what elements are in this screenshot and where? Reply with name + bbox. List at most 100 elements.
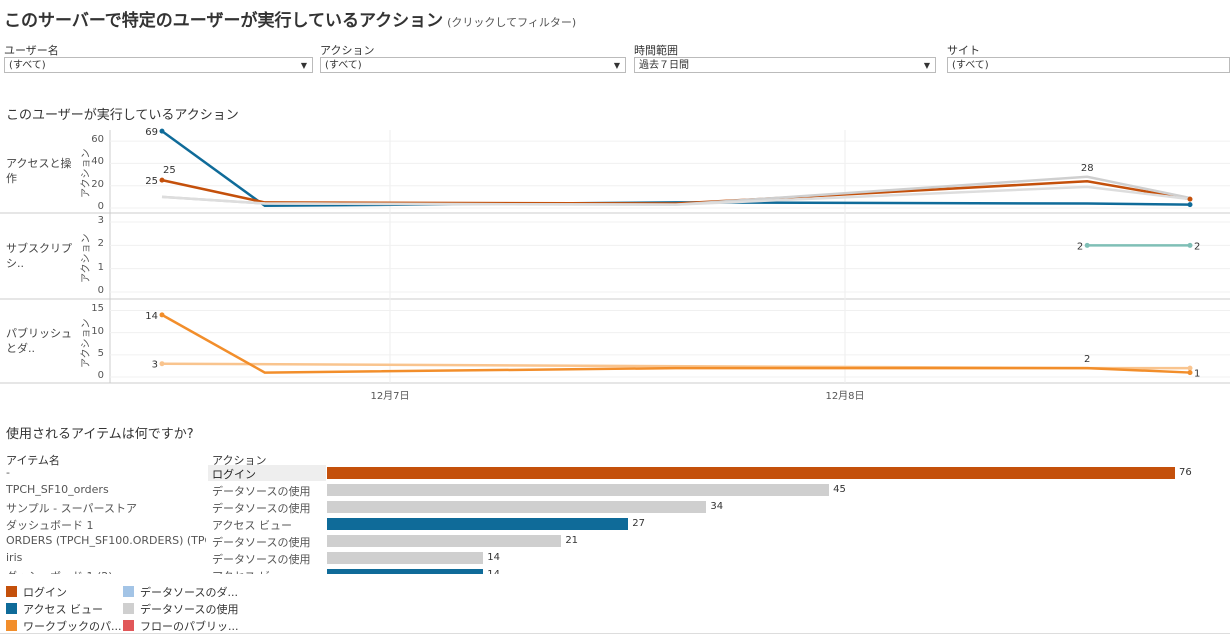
legend-item[interactable]: ワークブックのパ... [6,618,122,634]
bar-row-action[interactable]: ログイン [212,468,256,481]
y-tick-label: 0 [97,370,104,381]
legend-label: ワークブックのパ... [23,620,122,633]
bar[interactable] [327,484,830,496]
legend-item[interactable]: フローのパブリッ... [123,618,239,634]
y-tick-label: 40 [91,156,104,168]
data-label: 25 [163,165,176,176]
y-tick-label: 3 [97,215,104,226]
bar[interactable] [327,467,1175,479]
legend-swatch [6,586,17,597]
legend-item[interactable]: ログイン [6,584,67,600]
filter-action-value: (すべて) [325,60,362,71]
selected-row-highlight [208,465,326,481]
y-tick-label: 15 [91,303,104,315]
bar-row-action[interactable]: データソースの使用 [212,485,311,498]
bar-row-item[interactable]: - [6,466,10,479]
legend-swatch [123,603,134,614]
bar-row-action[interactable]: データソースの使用 [212,553,311,566]
line-section-title: このユーザーが実行しているアクション [6,108,239,123]
bar-row-item[interactable]: ダッシュボード 1 [6,519,94,532]
bar[interactable] [327,518,629,530]
bar-row-item[interactable]: TPCH_SF10_orders [6,483,109,496]
bar-row-item[interactable]: iris [6,551,23,564]
legend-item[interactable]: アクセス ビュー [6,601,103,617]
bar-section-title: 使用されるアイテムは何ですか? [6,427,194,442]
bar-value-label: 76 [1179,467,1192,478]
bar-value-label: 27 [632,518,645,529]
bar-value-label: 14 [487,552,500,563]
bar[interactable] [327,552,484,564]
filter-user: ユーザー名 (すべて) ▼ [4,42,313,73]
series-line[interactable] [161,313,1191,374]
gridline [884,464,886,574]
legend-item[interactable]: データソースのダ... [123,584,238,600]
filter-site-label: サイト [947,44,980,57]
bar-row-action[interactable]: アクセス ビュー [212,568,292,574]
x-tick-12-7: 12月7日 [370,390,409,402]
filter-site-value: (すべて) [952,60,989,71]
filter-action-select[interactable]: (すべて) ▼ [320,57,626,73]
bar-value-label: 21 [565,535,579,546]
filter-user-label: ユーザー名 [4,44,59,57]
y-tick-label: 60 [91,134,104,146]
filter-time-range-select[interactable]: 過去７日間 ▼ [634,57,936,73]
gridline [1108,464,1110,574]
title-note: (クリックしてフィルター) [447,16,577,29]
page-title: このサーバーで特定のユーザーが実行しているアクション (クリックしてフィルター) [4,6,576,31]
legend-swatch [123,620,134,631]
data-label: 3 [152,360,158,371]
gridline [661,464,663,574]
legend-label: フローのパブリッ... [140,620,239,633]
filter-user-select[interactable]: (すべて) ▼ [4,57,313,73]
legend-item[interactable]: データソースの使用 [123,601,238,617]
data-point[interactable] [1187,370,1193,376]
filter-action-label: アクション [320,44,375,57]
gridline [773,464,775,574]
legend-swatch [6,603,17,614]
bar-row-action[interactable]: データソースの使用 [212,502,311,515]
title-text: このサーバーで特定のユーザーが実行しているアクション [4,11,444,31]
bar[interactable] [327,535,562,547]
bar-row-item[interactable]: ORDERS (TPCH_SF100.ORDERS) (TPCH_... [6,534,206,547]
data-point[interactable] [159,361,165,367]
bar-row-action[interactable]: アクセス ビュー [212,519,292,532]
data-point[interactable] [1187,242,1193,248]
panel-label-access: アクセスと操作 [6,157,72,185]
data-label: 69 [145,127,158,138]
data-point[interactable] [1187,196,1193,202]
dropdown-arrow-icon: ▼ [923,61,930,70]
series-line[interactable] [161,130,1191,208]
y-tick-label: 2 [97,238,104,250]
data-point[interactable] [1187,365,1193,371]
bar[interactable] [327,569,484,574]
data-point[interactable] [1084,242,1090,248]
series-line[interactable] [161,178,1191,205]
gridline [996,464,998,574]
bar-row-item[interactable]: サンプル - スーパーストア [6,502,137,515]
data-point[interactable] [159,312,165,318]
series-line[interactable] [161,185,1191,206]
legend-label: ログイン [23,586,67,599]
bar-row-action[interactable]: データソースの使用 [212,536,311,549]
data-label: 14 [145,311,158,322]
data-point[interactable] [159,128,165,134]
legend-label: アクセス ビュー [23,603,103,616]
bar[interactable] [327,501,707,513]
y-tick-label: 0 [97,285,104,296]
filter-action: アクション (すべて) ▼ [320,42,626,73]
legend-swatch [6,620,17,631]
bottom-divider [0,633,1230,634]
column-header-action: アクション [212,454,267,467]
data-label: 28 [1081,163,1094,174]
bar-row-item[interactable]: ダッシュボード 1 (2) [6,568,206,574]
legend-label: データソースの使用 [140,603,239,616]
bar-chart[interactable]: - ログイン 76 TPCH_SF10_orders データソースの使用 45 サンプル -… [0,464,1230,574]
series-line[interactable] [161,175,1191,206]
data-point[interactable] [1187,202,1193,208]
filter-site: サイト (すべて) [947,42,1230,73]
panel-label-subscription: サブスクリプシ.. [6,242,72,270]
filter-time-range-value: 過去７日間 [639,60,689,71]
data-point[interactable] [159,177,165,183]
y-tick-label: 1 [97,261,104,273]
